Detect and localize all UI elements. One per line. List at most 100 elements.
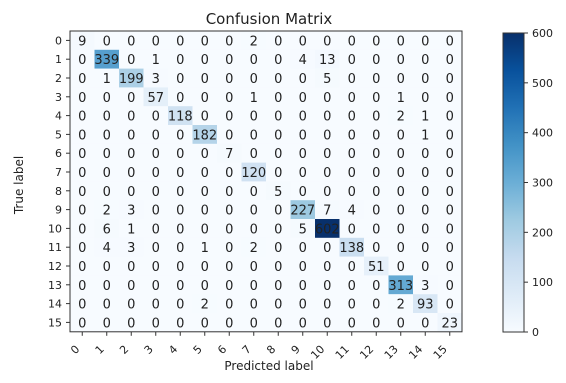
heatmap-cell: [364, 200, 389, 220]
heatmap-cell-label: 1: [103, 72, 111, 87]
heatmap-cell: [241, 31, 267, 50]
heatmap-cell-label: 0: [78, 72, 86, 87]
heatmap-cell-label: 0: [397, 53, 405, 68]
heatmap-cell-label: 0: [250, 222, 258, 237]
heatmap-cell: [217, 313, 242, 332]
heatmap-cell: [241, 237, 267, 257]
heatmap-cell-label: 0: [78, 147, 86, 162]
heatmap-cell-label: 0: [225, 53, 233, 68]
y-tick-label: 2: [55, 72, 62, 85]
heatmap-cell: [388, 200, 414, 220]
heatmap-cell: [339, 200, 365, 220]
heatmap-cell: [192, 162, 218, 182]
heatmap-cell-label: 0: [372, 298, 380, 313]
heatmap-cell: [241, 200, 267, 220]
heatmap-cell: [217, 106, 242, 126]
heatmap-cell: [339, 143, 365, 163]
heatmap-cell-label: 0: [176, 260, 184, 275]
heatmap-cell-label: 0: [152, 185, 160, 200]
heatmap-cell: [70, 162, 95, 182]
heatmap-cell-label: 0: [421, 222, 429, 237]
heatmap-cell: [143, 181, 169, 201]
y-tick-label: 4: [55, 110, 62, 123]
heatmap-cell-label: 0: [78, 241, 86, 256]
heatmap-cell-label: 0: [397, 72, 405, 87]
heatmap-cell-label: 0: [348, 279, 356, 294]
heatmap-cell: [437, 313, 463, 332]
x-tick-label: 5: [191, 343, 205, 357]
heatmap-cell-label: 0: [176, 222, 184, 237]
heatmap-cell-label: 0: [323, 91, 331, 106]
heatmap-cell: [192, 294, 218, 314]
heatmap-cell-label: 1: [127, 222, 135, 237]
heatmap-cell: [94, 106, 120, 126]
heatmap-cell: [266, 294, 291, 314]
heatmap-cell: [143, 125, 169, 144]
colorbar-tick-label: 0: [532, 326, 539, 339]
heatmap-cell: [119, 87, 144, 107]
colorbar-bar: [502, 32, 525, 333]
heatmap-cell: [143, 275, 169, 295]
heatmap-cell: [290, 68, 316, 88]
heatmap-cell-label: 1: [397, 91, 405, 106]
heatmap-cell-label: 0: [446, 128, 454, 143]
heatmap-cell-label: 0: [201, 53, 209, 68]
heatmap-cell: [315, 31, 340, 50]
heatmap-cell-label: 0: [372, 53, 380, 68]
heatmap-cell: [168, 219, 193, 238]
heatmap-cell: [70, 181, 95, 201]
heatmap-cell-label: 0: [274, 222, 282, 237]
heatmap-cell-label: 0: [274, 279, 282, 294]
heatmap-cell-label: 0: [127, 110, 135, 125]
heatmap-cell: [119, 275, 144, 295]
heatmap-cell-label: 0: [421, 53, 429, 68]
heatmap-cell-label: 0: [421, 34, 429, 49]
heatmap-cell-label: 0: [446, 166, 454, 181]
heatmap-cell: [437, 237, 463, 257]
heatmap-cell: [315, 125, 340, 144]
heatmap-cell: [94, 181, 120, 201]
heatmap-cell: [192, 87, 218, 107]
heatmap-cell: [388, 125, 414, 144]
heatmap-cell-label: 0: [274, 147, 282, 162]
heatmap-cell-label: 0: [372, 204, 380, 219]
heatmap-cell-label: 0: [78, 91, 86, 106]
heatmap-cell: [168, 237, 193, 257]
heatmap-cell-label: 0: [250, 185, 258, 200]
heatmap-cell: [266, 125, 291, 144]
y-tick-label: 5: [55, 128, 62, 141]
heatmap-cell: [364, 106, 389, 126]
heatmap-cell: [217, 87, 242, 107]
heatmap-cell-label: 0: [397, 128, 405, 143]
heatmap-cell-label: 0: [250, 260, 258, 275]
y-tick-label: 6: [55, 147, 62, 160]
heatmap-cell-label: 4: [348, 204, 356, 219]
heatmap-cell: [70, 237, 95, 257]
heatmap-cell: [192, 143, 218, 163]
heatmap-cell: [217, 200, 242, 220]
heatmap-cell-label: 0: [176, 298, 184, 313]
heatmap-cell-label: 0: [372, 147, 380, 162]
heatmap-cell-label: 5: [323, 72, 331, 87]
heatmap-cell-label: 0: [152, 279, 160, 294]
heatmap-cell-label: 0: [250, 72, 258, 87]
heatmap-cell: [241, 275, 267, 295]
heatmap-cell: [217, 275, 242, 295]
heatmap-cell-label: 6: [103, 222, 111, 237]
heatmap-cell: [217, 294, 242, 314]
heatmap-cell-label: 0: [127, 53, 135, 68]
heatmap-cell: [364, 87, 389, 107]
heatmap-cell-label: 0: [225, 110, 233, 125]
heatmap-cell: [315, 49, 340, 69]
heatmap-cell: [388, 87, 414, 107]
heatmap-cell-label: 602: [315, 222, 340, 237]
heatmap-cell-label: 0: [372, 279, 380, 294]
heatmap-cell: [364, 31, 389, 50]
heatmap-cell-label: 0: [152, 222, 160, 237]
heatmap-cell: [388, 256, 414, 276]
y-tick-label: 1: [55, 53, 62, 66]
heatmap-cell: [413, 200, 438, 220]
heatmap-cell-label: 0: [348, 147, 356, 162]
heatmap-cell: [413, 313, 438, 332]
heatmap-cell: [437, 275, 463, 295]
